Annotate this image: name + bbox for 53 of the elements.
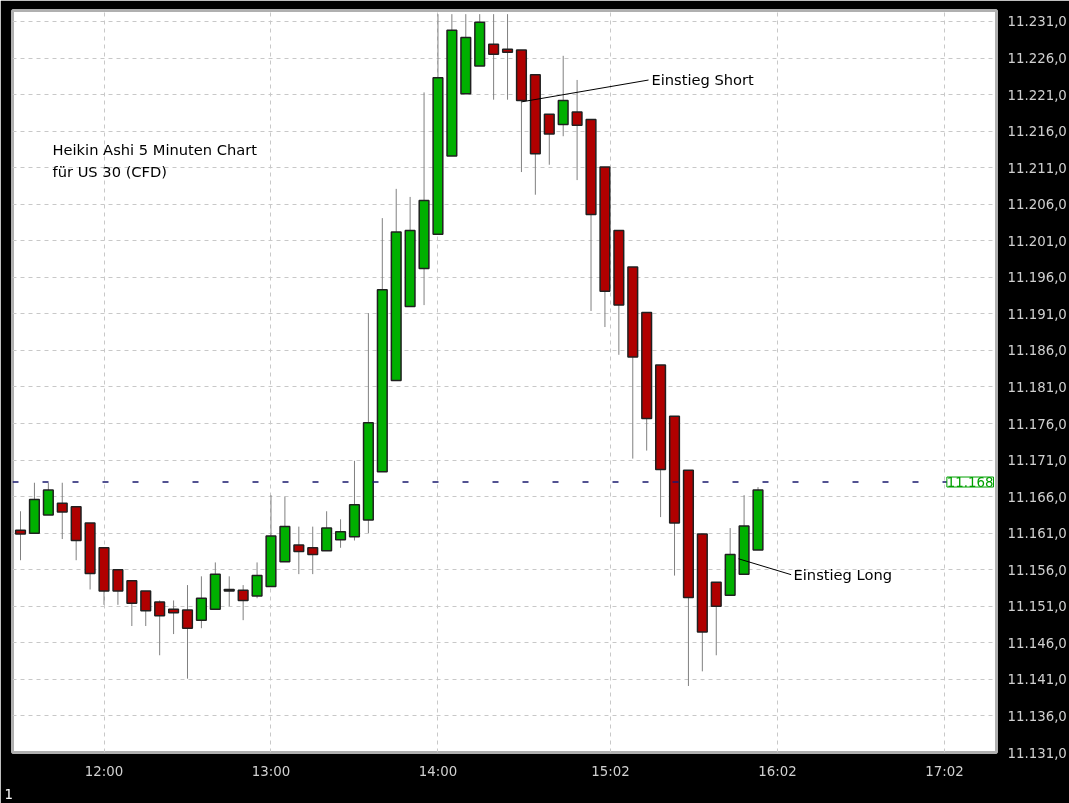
y-tick-label: 11.216,0 [1007, 124, 1067, 140]
candlestick [181, 584, 194, 680]
x-tick-label: 12:00 [84, 763, 124, 779]
y-tick-label: 11.161,0 [1007, 526, 1067, 542]
y-tick-label: 11.201,0 [1007, 233, 1067, 249]
y-tick-label: 11.181,0 [1007, 379, 1067, 395]
text: 1 [4, 786, 13, 802]
y-tick-label: 11.146,0 [1007, 635, 1067, 651]
annotation: Einstieg Long [793, 566, 893, 584]
ref-line-label: 11.168 [946, 475, 994, 491]
y-tick-label: 11.206,0 [1007, 197, 1067, 213]
x-tick-label: 15:02 [591, 763, 630, 779]
y-tick-label: 11.166,0 [1007, 489, 1067, 505]
y-tick-label: 11.151,0 [1007, 599, 1067, 615]
candlestick [571, 79, 583, 181]
y-tick-label: 11.231,0 [1007, 14, 1067, 30]
candlestick [56, 482, 68, 540]
y-tick-label: 11.191,0 [1007, 306, 1067, 322]
x-tick-label: 13:00 [251, 763, 291, 779]
y-tick-label: 11.211,0 [1007, 160, 1067, 176]
y-tick-label: 11.136,0 [1007, 708, 1067, 724]
annotation: Einstieg Short [651, 71, 755, 89]
y-tick-label: 11.131,0 [1007, 745, 1067, 761]
candlestick [307, 526, 319, 575]
text: für US 30 (CFD) [52, 162, 168, 180]
candlestick [251, 561, 263, 599]
y-tick-label: 11.221,0 [1007, 87, 1067, 103]
x-tick-label: 17:02 [925, 763, 964, 779]
text: Heikin Ashi 5 Minuten Chart [52, 140, 258, 158]
candlestick [237, 584, 249, 621]
candlestick [501, 13, 514, 101]
candlestick [195, 575, 207, 629]
candlestick [140, 590, 152, 627]
y-tick-label: 11.176,0 [1007, 416, 1067, 432]
candlestick [14, 510, 27, 561]
y-tick-label: 11.171,0 [1007, 453, 1067, 469]
candlestick [112, 568, 124, 606]
y-tick-label: 11.226,0 [1007, 51, 1067, 67]
candlestick [488, 13, 500, 101]
y-tick-label: 11.196,0 [1007, 270, 1067, 286]
candlestick [321, 510, 333, 552]
candlestick [543, 113, 555, 166]
candlestick [334, 518, 347, 549]
candlestick [293, 526, 305, 575]
candlestick [154, 599, 166, 656]
y-tick-label: 11.156,0 [1007, 562, 1067, 578]
x-tick-label: 14:00 [418, 763, 458, 779]
candlestick [223, 575, 235, 607]
y-tick-label: 11.186,0 [1007, 343, 1067, 359]
candlestick [167, 599, 180, 635]
x-tick-label: 16:02 [758, 763, 797, 779]
candlestick [126, 579, 138, 627]
y-tick-label: 11.141,0 [1007, 672, 1067, 688]
